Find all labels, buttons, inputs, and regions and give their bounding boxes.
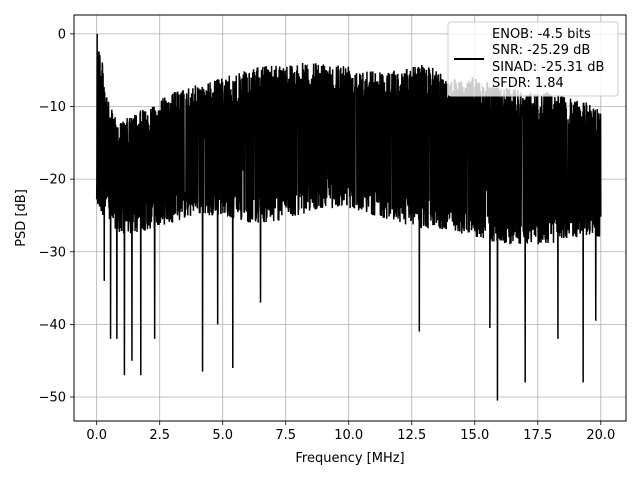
psd-series-line [95,33,602,401]
x-tick-label: 7.5 [275,428,296,443]
y-tick-label: −30 [39,245,66,260]
y-axis-label: PSD [dB] [14,189,29,247]
y-tick-label: −40 [39,318,66,333]
x-tick-label: 0.0 [86,428,107,443]
x-tick-label: 17.5 [523,428,552,443]
y-tick-label: 0 [58,27,66,42]
y-tick-label: −50 [39,391,66,406]
legend-text-snr: SNR: -25.29 dB [492,43,590,58]
y-tick-label: −20 [39,173,66,188]
x-axis-label: Frequency [MHz] [295,451,404,466]
legend-text-sinad: SINAD: -25.31 dB [492,60,604,75]
x-tick-label: 2.5 [149,428,170,443]
y-axis-ticks: 0 −10 −20 −30 −40 −50 [39,27,74,406]
legend-text-sfdr: SFDR: 1.84 [492,76,564,91]
x-tick-label: 5.0 [212,428,233,443]
axes-frame [73,14,627,422]
legend: ENOB: -4.5 bits SNR: -25.29 dB SINAD: -2… [447,21,619,97]
plot-area [95,33,602,401]
x-tick-label: 12.5 [397,428,426,443]
series-group [95,33,602,401]
x-tick-label: 15.0 [460,428,489,443]
x-tick-label: 20.0 [586,428,615,443]
x-axis-ticks: 0.0 2.5 5.0 7.5 10.0 12.5 15.0 17.5 20.0 [86,421,615,443]
legend-text-enob: ENOB: -4.5 bits [492,27,591,42]
x-tick-label: 10.0 [334,428,363,443]
legend-box [447,21,619,97]
y-tick-label: −10 [39,100,66,115]
